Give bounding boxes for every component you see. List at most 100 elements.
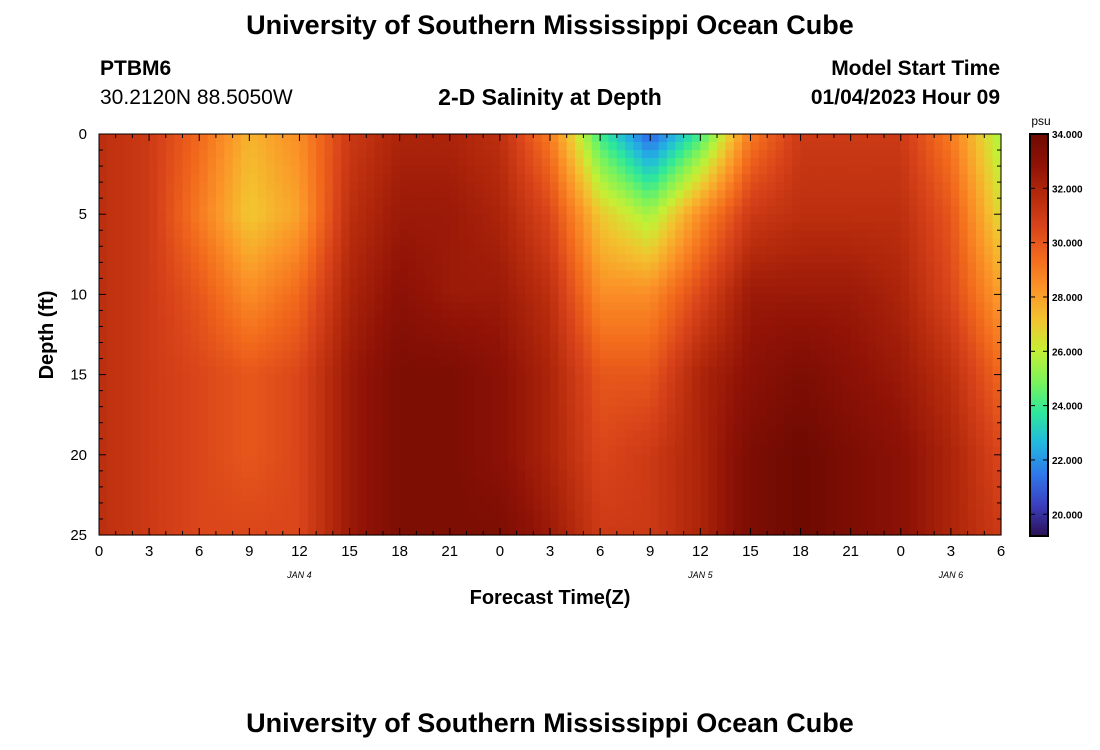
heatmap-cell xyxy=(107,374,117,384)
heatmap-cell xyxy=(833,302,843,312)
heatmap-cell xyxy=(583,454,593,464)
heatmap-cell xyxy=(174,382,184,392)
heatmap-cell xyxy=(733,390,743,400)
heatmap-cell xyxy=(942,430,952,440)
heatmap-cell xyxy=(566,406,576,416)
heatmap-cell xyxy=(892,270,902,279)
heatmap-cell xyxy=(316,366,326,376)
heatmap-cell xyxy=(524,358,534,368)
heatmap-cell xyxy=(992,222,1002,231)
heatmap-cell xyxy=(99,390,108,400)
heatmap-cell xyxy=(99,230,108,239)
heatmap-cell xyxy=(215,270,225,279)
heatmap-cell xyxy=(157,262,167,271)
heatmap-cell xyxy=(474,142,484,151)
heatmap-cell xyxy=(975,294,985,304)
heatmap-cell xyxy=(583,254,593,263)
heatmap-cell xyxy=(374,454,384,464)
heatmap-cell xyxy=(257,494,267,504)
heatmap-cell xyxy=(266,150,275,159)
heatmap-cell xyxy=(257,294,267,304)
heatmap-cell xyxy=(232,270,242,279)
heatmap-cell xyxy=(992,406,1002,416)
heatmap-cell xyxy=(959,214,969,223)
heatmap-cell xyxy=(742,494,752,504)
heatmap-cell xyxy=(207,222,217,231)
heatmap-cell xyxy=(800,182,810,191)
heatmap-cell xyxy=(817,494,827,504)
heatmap-cell xyxy=(165,382,175,392)
heatmap-cell xyxy=(708,462,718,472)
heatmap-cell xyxy=(566,310,576,320)
heatmap-cell xyxy=(341,334,351,344)
heatmap-cell xyxy=(341,406,351,416)
heatmap-cell xyxy=(558,198,568,207)
heatmap-cell xyxy=(658,366,668,376)
heatmap-cell xyxy=(967,214,977,223)
heatmap-cell xyxy=(433,358,443,368)
heatmap-cell xyxy=(867,374,877,384)
heatmap-cell xyxy=(115,254,125,263)
heatmap-cell xyxy=(416,398,426,408)
heatmap-cell xyxy=(717,222,726,231)
heatmap-cell xyxy=(650,190,660,199)
heatmap-cell xyxy=(266,350,275,360)
heatmap-cell xyxy=(666,134,676,143)
heatmap-cell xyxy=(700,278,710,287)
heatmap-cell xyxy=(950,374,960,384)
heatmap-cell xyxy=(341,494,351,504)
heatmap-cell xyxy=(633,302,643,312)
heatmap-cell xyxy=(825,334,835,344)
heatmap-cell xyxy=(984,422,994,432)
heatmap-cell xyxy=(508,494,518,504)
heatmap-cell xyxy=(733,486,743,496)
heatmap-cell xyxy=(232,390,242,400)
heatmap-cell xyxy=(366,374,376,384)
heatmap-cell xyxy=(307,190,317,199)
heatmap-cell xyxy=(558,166,568,175)
heatmap-cell xyxy=(992,326,1002,336)
heatmap-cell xyxy=(950,454,960,464)
heatmap-cell xyxy=(541,310,551,320)
heatmap-cell xyxy=(282,358,292,368)
heatmap-cell xyxy=(859,478,868,488)
heatmap-cell xyxy=(408,414,417,424)
heatmap-cell xyxy=(416,174,426,183)
heatmap-cell xyxy=(341,470,351,480)
heatmap-cell xyxy=(725,254,735,263)
heatmap-cell xyxy=(691,398,701,408)
heatmap-cell xyxy=(541,446,551,456)
heatmap-cell xyxy=(566,190,576,199)
heatmap-cell xyxy=(107,246,117,255)
heatmap-cell xyxy=(842,150,852,159)
heatmap-cell xyxy=(934,214,944,223)
heatmap-cell xyxy=(942,158,952,167)
heatmap-cell xyxy=(800,142,810,151)
heatmap-cell xyxy=(591,158,601,167)
heatmap-cell xyxy=(324,270,334,279)
heatmap-cell xyxy=(817,134,827,143)
heatmap-cell xyxy=(499,382,509,392)
heatmap-cell xyxy=(182,230,192,239)
heatmap-cell xyxy=(240,382,250,392)
heatmap-cell xyxy=(474,470,484,480)
heatmap-cell xyxy=(967,446,977,456)
heatmap-cell xyxy=(282,310,292,320)
heatmap-cell xyxy=(833,238,843,247)
heatmap-cell xyxy=(900,438,910,448)
heatmap-cell xyxy=(575,334,585,344)
heatmap-cell xyxy=(733,238,743,247)
heatmap-cell xyxy=(925,430,935,440)
heatmap-cell xyxy=(725,286,735,295)
heatmap-cell xyxy=(215,326,225,336)
heatmap-cell xyxy=(775,230,785,239)
heatmap-cell xyxy=(533,342,543,352)
heatmap-cell xyxy=(483,406,493,416)
heatmap-cell xyxy=(775,446,785,456)
heatmap-cell xyxy=(291,190,301,199)
heatmap-cell xyxy=(124,158,134,167)
heatmap-cell xyxy=(316,462,326,472)
heatmap-cell xyxy=(357,318,367,328)
heatmap-cell xyxy=(833,318,843,328)
heatmap-cell xyxy=(750,142,760,151)
